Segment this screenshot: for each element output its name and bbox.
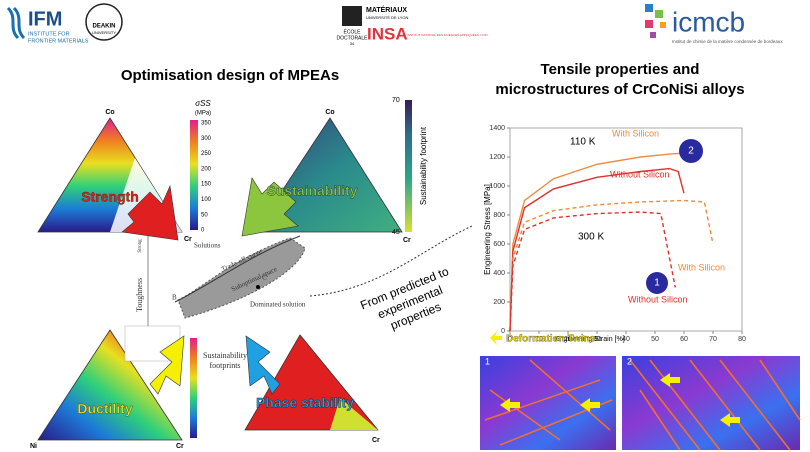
ecole: ÉCOLE: [344, 28, 362, 35]
property-label: Ductility: [77, 401, 132, 417]
plot-area: [509, 127, 743, 332]
vertex-label: Co: [325, 109, 334, 116]
x-tick-label: 50: [651, 336, 659, 343]
property-label: Sustainability: [266, 183, 357, 199]
marker-label: 1: [654, 278, 660, 289]
vertex-label: Ni: [30, 443, 37, 450]
series-label: With Silicon: [612, 128, 659, 138]
colorbar-title: Sustainability footprint: [419, 126, 428, 205]
series-line: [509, 199, 714, 332]
vertex-label: Cr: [176, 443, 184, 450]
insa-sub: INSTITUT NATIONAL DES SCIENCES APPLIQUÉE…: [407, 32, 488, 37]
colorbar-tick: 250: [201, 151, 212, 157]
x-tick-label: 80: [738, 336, 746, 343]
colorbar-tick: 70: [392, 97, 400, 104]
vertex-label: Cr: [372, 437, 380, 444]
colorbar-title: σSS: [195, 99, 211, 108]
temperature-label: 110 K: [570, 137, 596, 148]
property-label: Phase stability: [256, 395, 354, 411]
materiaux: MATÉRIAUX: [366, 5, 407, 14]
vertex-label: Cr: [403, 237, 411, 244]
colorbar-tick: 50: [201, 212, 208, 218]
property-label: Strength: [81, 189, 139, 205]
icmcb-logo: icmcb Institut de chimie de la matière c…: [645, 4, 783, 44]
colorbar-tick: 100: [201, 197, 212, 203]
micrograph-label: 2: [627, 356, 632, 366]
x-tick-label: 30: [593, 336, 601, 343]
series-line: [509, 211, 676, 332]
y-tick-label: 200: [493, 299, 505, 306]
lyon: UNIVERSITÉ DE LYON: [366, 15, 408, 20]
ifm-sub: FRONTIER MATERIALS: [28, 38, 89, 44]
transition-text: From predicted to experimental propertie…: [358, 264, 451, 333]
ifm: IFM: [28, 8, 62, 30]
x-tick-label: 0: [508, 336, 512, 343]
x-tick-label: 70: [709, 336, 717, 343]
optimisation-panel: Co Cr σSS (MPa) 350 300 250 200 150 100 50 0 Co…: [30, 99, 428, 450]
deakin-sub: UNIVERSITY: [92, 30, 116, 35]
colorbar-tick: 350: [201, 121, 212, 127]
annotation: footprints: [209, 361, 240, 370]
annotation: Sustainability: [203, 351, 247, 360]
colorbar-tick: 150: [201, 182, 212, 188]
series-line: [509, 167, 685, 332]
marker-label: 2: [688, 146, 694, 157]
twins-label: Deformation Twins: [506, 334, 596, 345]
annotation: C: [262, 274, 267, 282]
axis-label: Strong: [138, 239, 143, 253]
y-tick-label: 400: [493, 270, 505, 277]
x-axis-label: Engineering Strain [%]: [555, 336, 625, 343]
y-tick-label: 600: [493, 241, 505, 248]
colorbar-tick: 300: [201, 136, 212, 142]
annotation: Dominated solution: [250, 301, 306, 309]
lyon-logos: MATÉRIAUX UNIVERSITÉ DE LYON ÉCOLE DOCTO…: [336, 5, 487, 46]
icmcb: icmcb: [672, 6, 745, 37]
y-tick-label: 1000: [489, 183, 505, 190]
icmcb-sub: Institut de chimie de la matière condens…: [672, 39, 783, 44]
series-label: Without Silicon: [628, 294, 688, 304]
micrographs: 1 2 Deformation Twins: [480, 331, 801, 451]
series-label: With Silicon: [678, 262, 725, 272]
y-tick-label: 1400: [489, 125, 505, 132]
annotation: B: [172, 294, 177, 302]
x-tick-label: 20: [564, 336, 572, 343]
ed: 34: [350, 41, 355, 46]
ifm-logo: IFM INSTITUTE FOR FRONTIER MATERIALS DEA…: [6, 3, 123, 44]
x-tick-label: 60: [680, 336, 688, 343]
vertex-label: Co: [105, 109, 114, 116]
colorbar-tick: 45: [392, 229, 400, 236]
deakin: DEAKIN: [92, 24, 115, 30]
y-tick-label: 800: [493, 212, 505, 219]
micrograph-label: 1: [485, 356, 490, 366]
left-title: Optimisation design of MPEAs: [121, 67, 339, 84]
series-label: Without Silicon: [610, 169, 670, 179]
right-title: Tensile properties and: [541, 61, 700, 78]
x-tick-label: 10: [535, 336, 543, 343]
ifm-sub: INSTITUTE FOR: [28, 31, 70, 37]
sample-markers: 1 2: [646, 139, 703, 294]
annotation: Solutions: [194, 242, 221, 250]
colorbar-tick: 0: [201, 228, 205, 234]
insa: INSA: [367, 24, 408, 43]
y-tick-label: 1200: [489, 154, 505, 161]
y-axis-label: Engineering Stress [MPa]: [483, 184, 492, 275]
x-tick-label: 40: [622, 336, 630, 343]
tensile-chart: 0 200 400 600 800 1000 1200 1400 0 10 20 30 40 50 60 70…: [483, 125, 746, 343]
right-title: microstructures of CrCoNiSi alloys: [495, 81, 744, 98]
vertex-label: Cr: [184, 236, 192, 243]
colorbar-unit: (MPa): [195, 111, 211, 117]
axis-label: Toughness: [135, 278, 144, 312]
temperature-label: 300 K: [578, 232, 604, 243]
doctorale: DOCTORALE: [336, 35, 368, 41]
colorbar-tick: 200: [201, 166, 212, 172]
y-tick-label: 0: [501, 328, 505, 335]
series-line: [509, 151, 690, 332]
